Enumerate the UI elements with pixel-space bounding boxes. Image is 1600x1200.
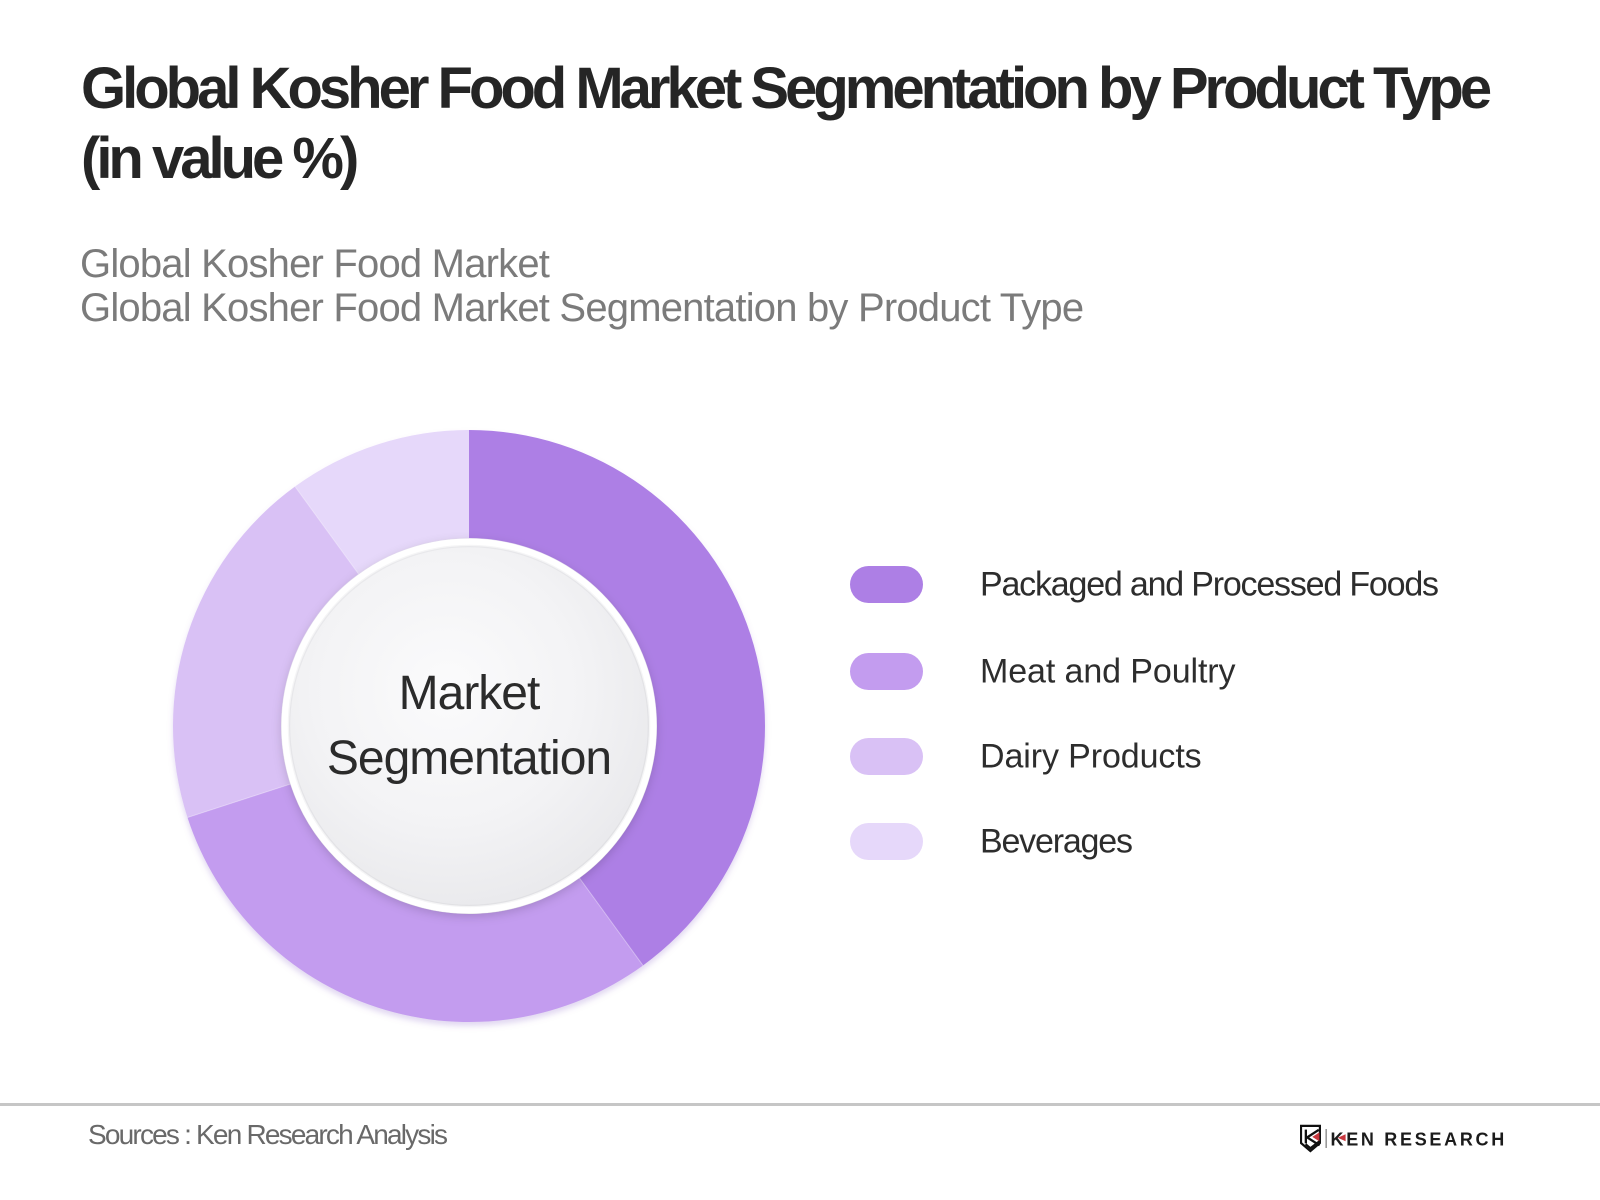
svg-text:KEN RESEARCH: KEN RESEARCH <box>1331 1129 1507 1149</box>
